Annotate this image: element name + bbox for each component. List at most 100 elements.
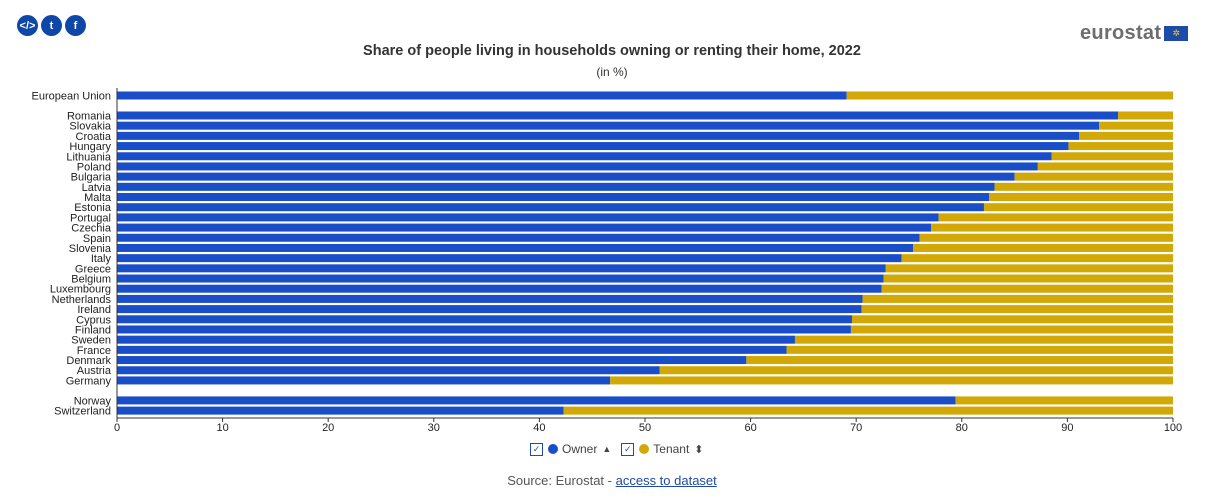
category-label: Romania <box>67 110 112 122</box>
category-label: Spain <box>83 233 111 245</box>
bar-owner <box>117 376 611 385</box>
sort-up-icon[interactable]: ▲ <box>602 444 612 454</box>
bar-owner <box>117 91 847 100</box>
bar-tenant <box>913 243 1173 252</box>
bar-tenant <box>1068 142 1173 151</box>
bar-owner <box>117 142 1069 151</box>
category-label: France <box>77 345 111 357</box>
x-tick-label: 10 <box>216 422 228 434</box>
bar-tenant <box>931 223 1173 232</box>
bar-owner <box>117 274 884 283</box>
category-label: Croatia <box>76 131 112 143</box>
embed-icon[interactable]: </> <box>17 15 38 36</box>
bar-owner <box>117 162 1038 171</box>
legend: ✓ Owner ▲ ✓ Tenant ⬍ <box>530 442 704 456</box>
tenant-color-dot <box>639 444 650 454</box>
logo-text: eurostat <box>1080 22 1162 44</box>
legend-owner-label[interactable]: Owner <box>562 442 598 456</box>
legend-tenant-label[interactable]: Tenant <box>653 442 690 456</box>
bar-tenant <box>846 91 1173 100</box>
source-text: Source: Eurostat - <box>507 473 616 488</box>
bar-tenant <box>850 325 1173 334</box>
x-tick-label: 0 <box>114 422 120 434</box>
bar-tenant <box>938 213 1173 222</box>
chart-title: Share of people living in households own… <box>363 43 861 59</box>
bar-owner <box>117 325 851 334</box>
bar-tenant <box>881 284 1173 293</box>
bar-tenant <box>610 376 1173 385</box>
source-line: Source: Eurostat - access to dataset <box>0 473 1224 488</box>
category-label: Italy <box>91 253 112 265</box>
category-label: Germany <box>66 375 112 387</box>
bar-owner <box>117 213 939 222</box>
category-label: Estonia <box>74 202 112 214</box>
category-label: Poland <box>77 161 111 173</box>
sort-both-icon[interactable]: ⬍ <box>694 443 704 456</box>
bar-owner <box>117 305 862 314</box>
x-tick-label: 80 <box>956 422 968 434</box>
bar-owner <box>117 243 914 252</box>
bar-owner <box>117 356 747 365</box>
x-tick-label: 90 <box>1061 422 1073 434</box>
bar-owner <box>117 152 1052 161</box>
bar-owner <box>117 366 660 375</box>
category-label: Netherlands <box>52 294 112 306</box>
bar-tenant <box>862 294 1173 303</box>
bar-tenant <box>1051 152 1173 161</box>
bar-owner <box>117 294 863 303</box>
bar-tenant <box>563 406 1173 415</box>
bar-tenant <box>919 233 1173 242</box>
bar-owner <box>117 406 564 415</box>
owner-color-dot <box>548 444 558 454</box>
bar-owner <box>117 335 795 344</box>
tenant-checkbox[interactable]: ✓ <box>621 442 635 456</box>
category-label: Finland <box>75 324 111 336</box>
bar-owner <box>117 111 1119 120</box>
category-label: Switzerland <box>54 406 111 418</box>
bar-tenant <box>1037 162 1173 171</box>
x-tick-label: 20 <box>322 422 334 434</box>
category-label: Denmark <box>66 355 111 367</box>
category-label: Ireland <box>77 304 111 316</box>
category-label: Norway <box>74 395 112 407</box>
category-label: Bulgaria <box>71 172 112 184</box>
category-label: European Union <box>31 91 111 103</box>
facebook-icon[interactable]: f <box>65 15 86 36</box>
category-label: Belgium <box>71 274 111 286</box>
bar-tenant <box>746 356 1173 365</box>
bar-owner <box>117 233 920 242</box>
bar-owner <box>117 284 882 293</box>
dataset-link[interactable]: access to dataset <box>615 473 717 488</box>
bar-tenant <box>994 182 1173 191</box>
bar-tenant <box>1014 172 1173 181</box>
bar-owner <box>117 121 1100 130</box>
category-label: Cyprus <box>76 314 111 326</box>
bar-tenant <box>786 345 1173 354</box>
owner-checkbox[interactable]: ✓ <box>530 442 543 456</box>
bar-owner <box>117 345 787 354</box>
x-tick-label: 50 <box>639 422 651 434</box>
bar-tenant <box>1118 111 1173 120</box>
eurostat-logo: eurostat ✲ <box>1080 22 1189 45</box>
chart-subtitle: (in %) <box>596 65 628 79</box>
bar-owner <box>117 172 1015 181</box>
category-label: Luxembourg <box>50 284 111 296</box>
bar-tenant <box>885 264 1173 273</box>
bar-owner <box>117 254 902 263</box>
bar-owner <box>117 396 956 405</box>
bar-owner <box>117 203 984 212</box>
bar-tenant <box>989 193 1173 202</box>
bar-tenant <box>1099 121 1173 130</box>
category-label: Greece <box>75 263 111 275</box>
category-label: Sweden <box>71 335 111 347</box>
twitter-icon[interactable]: t <box>41 15 62 36</box>
x-tick-label: 70 <box>850 422 862 434</box>
category-label: Latvia <box>82 182 112 194</box>
x-tick-label: 60 <box>744 422 756 434</box>
category-label: Hungary <box>69 141 111 153</box>
x-tick-label: 100 <box>1164 422 1182 434</box>
bar-owner <box>117 193 990 202</box>
category-label: Slovakia <box>69 121 111 133</box>
category-label: Lithuania <box>66 151 112 163</box>
